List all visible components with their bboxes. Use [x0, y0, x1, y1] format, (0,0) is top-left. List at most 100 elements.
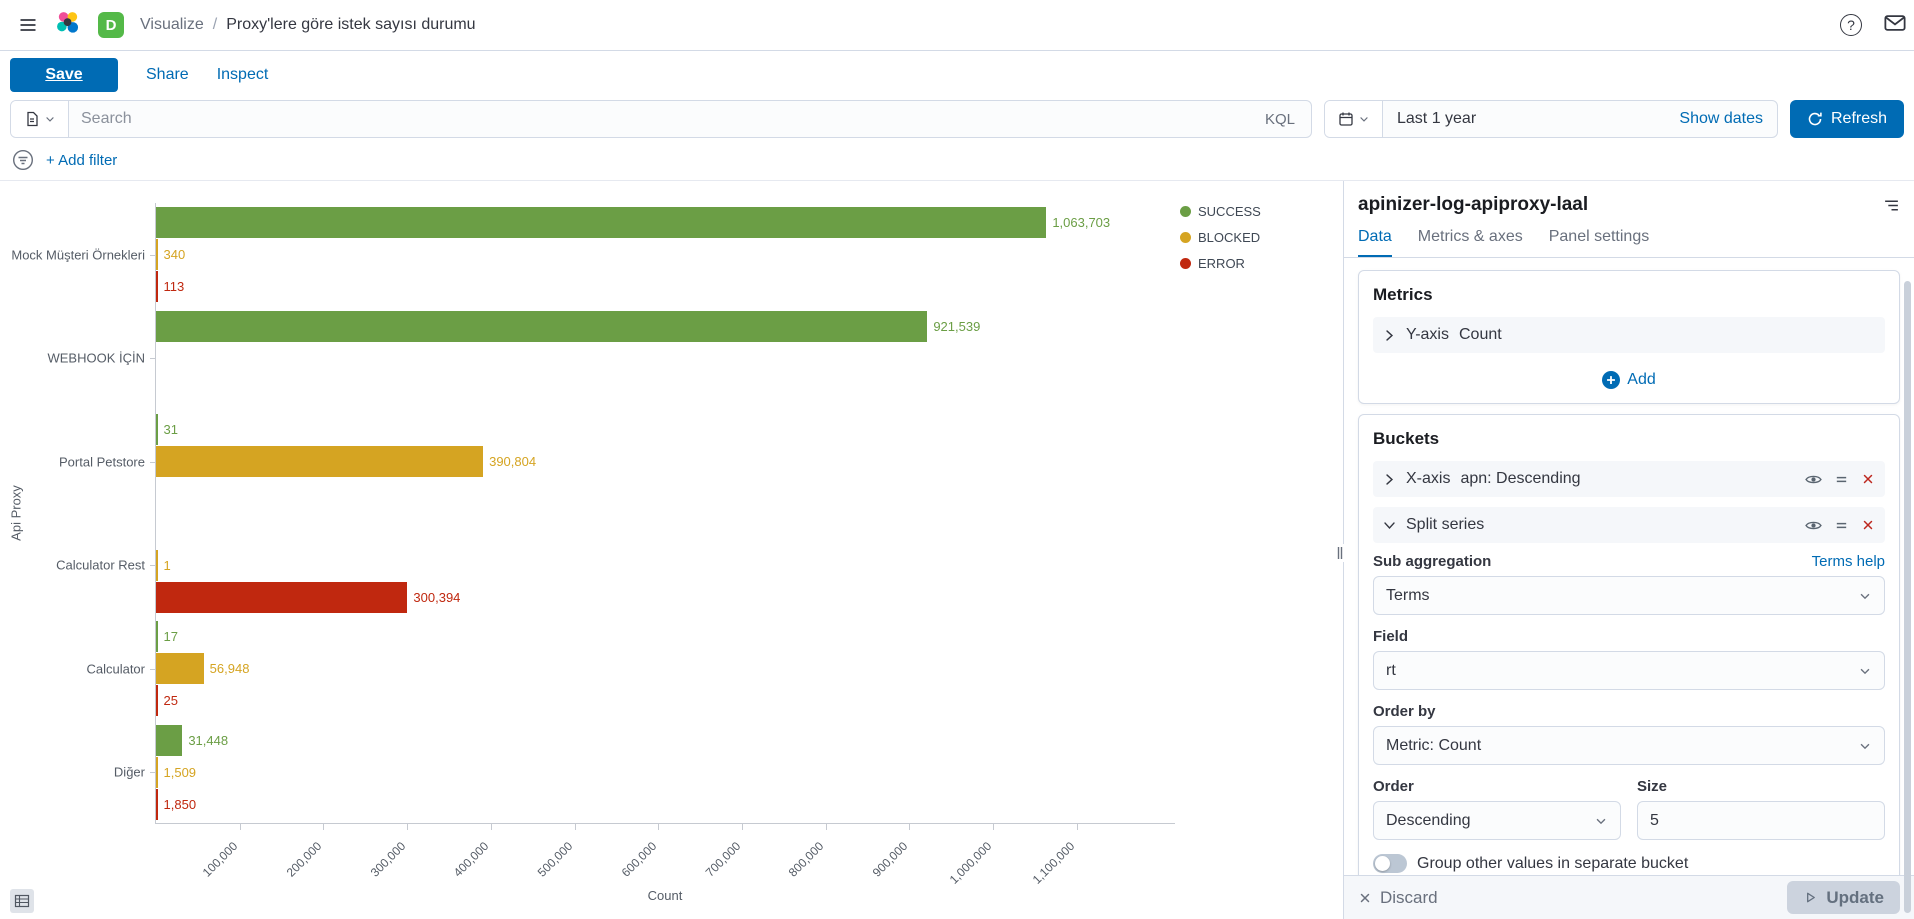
search-input[interactable] [69, 101, 1265, 137]
hamburger-menu-icon[interactable] [18, 15, 38, 35]
select-value: Descending [1386, 812, 1471, 830]
show-dates-button[interactable]: Show dates [1679, 110, 1777, 128]
plus-circle-icon [1602, 371, 1620, 389]
size-input[interactable] [1637, 801, 1885, 840]
toggle-legend-button[interactable] [10, 889, 34, 913]
tab-panel-settings[interactable]: Panel settings [1549, 228, 1650, 257]
x-axis-tick-label: 400,000 [451, 839, 492, 880]
eye-icon[interactable] [1805, 517, 1822, 534]
chevron-down-icon [44, 113, 56, 125]
bar-success[interactable] [156, 207, 1046, 238]
tab-metrics-axes[interactable]: Metrics & axes [1418, 228, 1523, 257]
bar-blocked[interactable] [156, 550, 158, 581]
space-avatar[interactable]: D [98, 12, 124, 38]
bar-value-label: 1 [164, 558, 171, 573]
play-icon [1803, 890, 1818, 905]
x-axis-tick-label: 100,000 [200, 839, 241, 880]
elastic-logo[interactable] [54, 9, 82, 42]
bar-success[interactable] [156, 414, 158, 445]
save-button[interactable]: Save [10, 58, 118, 92]
bar-success[interactable] [156, 725, 182, 756]
terms-help-link[interactable]: Terms help [1812, 553, 1885, 570]
eye-icon[interactable] [1805, 471, 1822, 488]
bar-error[interactable] [156, 271, 158, 302]
tab-data[interactable]: Data [1358, 228, 1392, 257]
bucket-split-series-row[interactable]: Split series [1373, 507, 1885, 543]
bar-error[interactable] [156, 789, 158, 820]
order-select[interactable]: Descending [1373, 801, 1621, 840]
add-filter-button[interactable]: + Add filter [46, 152, 117, 169]
y-category-label: Mock Müşteri Örnekleri [11, 247, 145, 262]
filter-options-icon[interactable] [12, 149, 34, 171]
sub-aggregation-label: Sub aggregation [1373, 553, 1491, 570]
agg-value: Count [1459, 326, 1502, 344]
bar-value-label: 340 [164, 247, 186, 262]
legend-item-error[interactable]: ERROR [1180, 256, 1261, 271]
bar-success[interactable] [156, 621, 158, 652]
legend-item-blocked[interactable]: BLOCKED [1180, 230, 1261, 245]
drag-handle-icon[interactable] [1834, 518, 1849, 533]
group-other-toggle[interactable] [1373, 854, 1407, 873]
breadcrumb-visualize[interactable]: Visualize [140, 16, 204, 34]
field-select[interactable]: rt [1373, 651, 1885, 690]
vis-editor-panel: apinizer-log-apiproxy-laal Data Metrics … [1343, 181, 1914, 919]
bucket-xaxis-row[interactable]: X-axis apn: Descending [1373, 461, 1885, 497]
order-by-select[interactable]: Metric: Count [1373, 726, 1885, 765]
bar-blocked[interactable] [156, 446, 483, 477]
bar-error[interactable] [156, 685, 158, 716]
legend-item-success[interactable]: SUCCESS [1180, 204, 1261, 219]
chevron-down-icon [1858, 664, 1872, 678]
remove-icon[interactable] [1861, 518, 1875, 532]
panel-resize-handle[interactable] [1334, 544, 1346, 562]
field-label: Field [1373, 628, 1885, 645]
legend-label: BLOCKED [1198, 230, 1260, 245]
x-axis-labels: 100,000200,000300,000400,000500,000600,0… [155, 832, 1175, 890]
size-label: Size [1637, 778, 1885, 795]
x-axis-tick-label: 900,000 [870, 839, 911, 880]
remove-icon[interactable] [1861, 472, 1875, 486]
metrics-card: Metrics Y-axis Count Add [1358, 270, 1900, 404]
breadcrumb: Visualize / Proxy'lere göre istek sayısı… [140, 16, 476, 34]
metric-yaxis-row[interactable]: Y-axis Count [1373, 317, 1885, 353]
sub-aggregation-select[interactable]: Terms [1373, 576, 1885, 615]
editor-tabs: Data Metrics & axes Panel settings [1344, 216, 1914, 258]
bar-blocked[interactable] [156, 653, 204, 684]
add-label: Add [1627, 371, 1655, 389]
drag-handle-icon[interactable] [1834, 472, 1849, 487]
page-title: Proxy'lere göre istek sayısı durumu [226, 16, 475, 34]
newsfeed-icon[interactable] [1884, 12, 1906, 39]
bar-value-label: 31 [164, 422, 178, 437]
bar-error[interactable] [156, 582, 407, 613]
help-icon[interactable]: ? [1840, 14, 1862, 36]
inspect-button[interactable]: Inspect [217, 66, 269, 84]
saved-query-menu-button[interactable] [11, 101, 69, 137]
order-label: Order [1373, 778, 1621, 795]
agg-label: X-axis [1406, 470, 1450, 488]
x-axis-title: Count [648, 888, 683, 903]
update-button[interactable]: Update [1787, 881, 1900, 914]
bar-value-label: 1,509 [164, 765, 197, 780]
add-metric-button[interactable]: Add [1602, 371, 1655, 389]
legend-label: ERROR [1198, 256, 1245, 271]
x-axis-tick-label: 200,000 [284, 839, 325, 880]
x-axis-tick-label: 800,000 [786, 839, 827, 880]
time-range-value[interactable]: Last 1 year [1383, 110, 1679, 128]
vertical-scrollbar[interactable] [1904, 281, 1911, 913]
discard-button[interactable]: Discard [1358, 888, 1438, 908]
bar-blocked[interactable] [156, 757, 158, 788]
legend-dot [1180, 232, 1191, 243]
agg-label: Split series [1406, 516, 1484, 534]
refresh-button[interactable]: Refresh [1790, 100, 1904, 138]
chevron-down-icon [1383, 519, 1396, 532]
legend-dot [1180, 258, 1191, 269]
bar-success[interactable] [156, 311, 927, 342]
x-axis-tick-label: 700,000 [702, 839, 743, 880]
bar-blocked[interactable] [156, 239, 158, 270]
chevron-right-icon [1383, 329, 1396, 342]
share-button[interactable]: Share [146, 66, 189, 84]
x-axis-tick-label: 500,000 [535, 839, 576, 880]
editor-menu-icon[interactable] [1883, 197, 1900, 214]
calendar-button[interactable] [1325, 101, 1383, 137]
visualization-chart: Api Proxy Mock Müşteri Örnekleri1,063,70… [0, 181, 1343, 919]
query-language-button[interactable]: KQL [1265, 111, 1311, 128]
